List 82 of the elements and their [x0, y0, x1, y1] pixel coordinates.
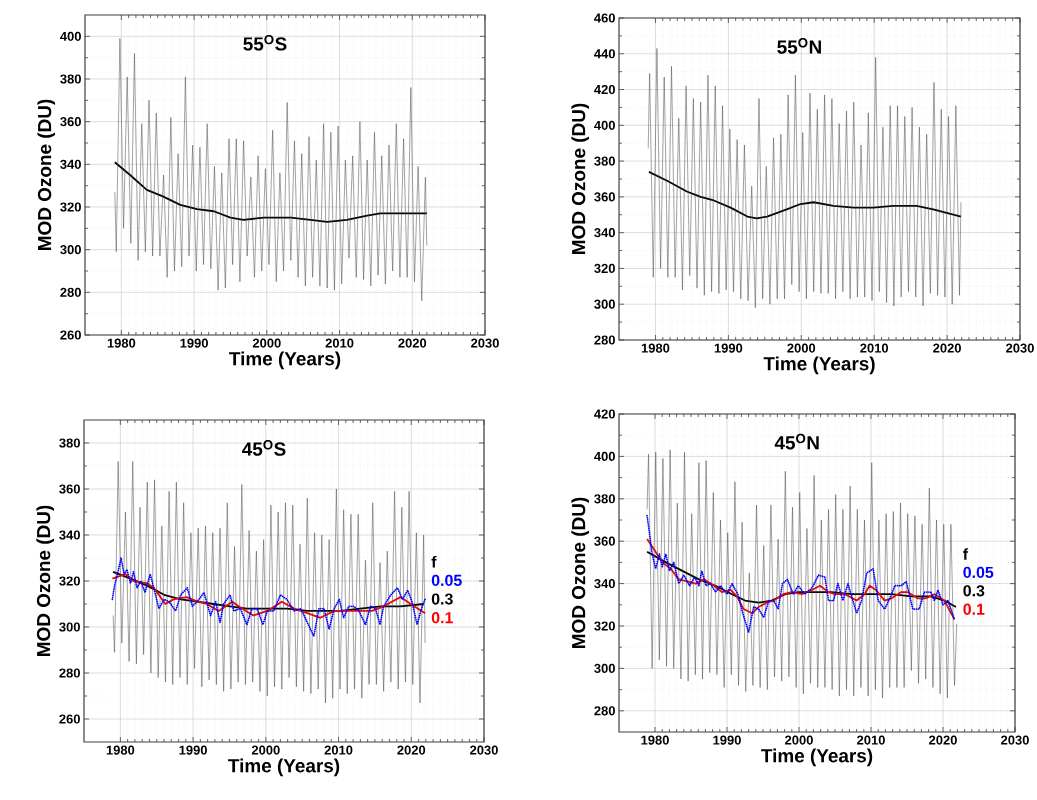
text: 45$^{O}$S — [242, 440, 286, 456]
y-tick-label: 280 — [59, 668, 80, 678]
y-tick-label: 280 — [594, 706, 615, 716]
x-tick-label: 1990 — [179, 745, 207, 755]
x-tick-label: 1980 — [106, 745, 135, 755]
y-tick-label: 360 — [594, 536, 615, 546]
y-tick-label: 300 — [594, 299, 615, 309]
x-tick-label: 2020 — [398, 338, 427, 348]
line-series — [648, 170, 962, 220]
y-tick-label: 320 — [594, 263, 615, 274]
legend-title: f — [963, 548, 969, 560]
y-tick-label: 280 — [594, 335, 615, 345]
x-axis-title: Time (Years) — [229, 351, 341, 370]
x-tick-label: 1990 — [180, 338, 208, 348]
y-tick-label: 340 — [594, 579, 615, 589]
y-tick-label: 300 — [594, 663, 615, 673]
line-series — [646, 538, 956, 621]
y-tick-label: 340 — [59, 530, 80, 540]
y-tick-label: 320 — [594, 621, 615, 631]
y-tick-label: 380 — [60, 74, 81, 84]
series-label: 0.1 — [963, 603, 985, 615]
x-axis-title: Time (Years) — [228, 758, 340, 777]
x-tick-label: 2030 — [471, 338, 499, 348]
y-tick-label: 320 — [59, 576, 80, 586]
y-tick-label: 460 — [594, 13, 615, 23]
x-tick-label: 2010 — [860, 343, 889, 353]
series-label: 0.3 — [431, 593, 453, 605]
x-tick-label: 2000 — [251, 745, 280, 755]
line-series — [112, 461, 426, 704]
y-tick-label: 400 — [60, 31, 81, 41]
x-tick-label: 2010 — [324, 745, 353, 755]
y-tick-label: 340 — [60, 159, 81, 169]
legend-title: f — [431, 555, 437, 568]
y-tick-label: 420 — [594, 84, 615, 95]
y-tick-label: 300 — [60, 245, 81, 255]
y-tick-label: 380 — [59, 438, 80, 448]
x-tick-label: 1980 — [107, 338, 136, 348]
y-tick-label: 320 — [60, 202, 81, 212]
y-tick-label: 400 — [594, 120, 615, 130]
text: 45$^{O}$N — [774, 433, 819, 450]
x-tick-label: 1980 — [641, 343, 670, 353]
y-tick-label: 420 — [594, 409, 615, 419]
series-label: 0.05 — [431, 574, 462, 586]
y-tick-label: 300 — [59, 622, 80, 632]
x-tick-label: 2030 — [1001, 735, 1029, 745]
y-axis-title: MOD Ozone (DU) — [37, 99, 56, 250]
y-axis-title: MOD Ozone (DU) — [36, 505, 55, 656]
y-tick-label: 400 — [594, 451, 615, 461]
text: 55$^{O}$S — [243, 34, 287, 51]
y-tick-label: 440 — [594, 49, 615, 59]
x-tick-label: 2020 — [397, 745, 426, 755]
y-tick-label: 360 — [594, 192, 615, 202]
x-tick-label: 2000 — [252, 338, 281, 348]
y-tick-label: 260 — [60, 330, 81, 340]
x-tick-label: 1980 — [641, 735, 669, 745]
y-tick-label: 260 — [59, 714, 80, 724]
x-tick-label: 1990 — [714, 343, 743, 353]
x-tick-label: 2020 — [929, 735, 957, 745]
series-label: 0.3 — [963, 585, 985, 597]
x-tick-label: 2030 — [470, 745, 498, 755]
x-axis-title: Time (Years) — [763, 356, 875, 375]
y-tick-label: 360 — [59, 484, 80, 494]
y-tick-label: 380 — [594, 494, 615, 504]
y-tick-label: 380 — [594, 156, 615, 166]
line-series — [646, 449, 957, 699]
x-tick-label: 2000 — [785, 735, 813, 745]
line-series — [646, 514, 956, 634]
text: 55$^{O}$N — [777, 38, 821, 54]
x-tick-label: 2000 — [787, 343, 816, 353]
x-tick-label: 2010 — [325, 338, 354, 348]
x-tick-label: 2010 — [857, 735, 885, 745]
y-tick-label: 360 — [60, 117, 81, 127]
series-label: 0.05 — [963, 566, 994, 579]
x-axis-title: Time (Years) — [761, 748, 873, 767]
x-tick-label: 2020 — [933, 343, 961, 353]
y-tick-label: 280 — [60, 287, 81, 297]
y-tick-label: 340 — [594, 228, 615, 238]
series-label: 0.1 — [431, 612, 453, 624]
y-axis-title: MOD Ozone (DU) — [571, 497, 590, 648]
x-tick-label: 1990 — [713, 735, 741, 745]
y-axis-title: MOD Ozone (DU) — [571, 103, 590, 254]
x-tick-label: 2030 — [1006, 343, 1034, 353]
